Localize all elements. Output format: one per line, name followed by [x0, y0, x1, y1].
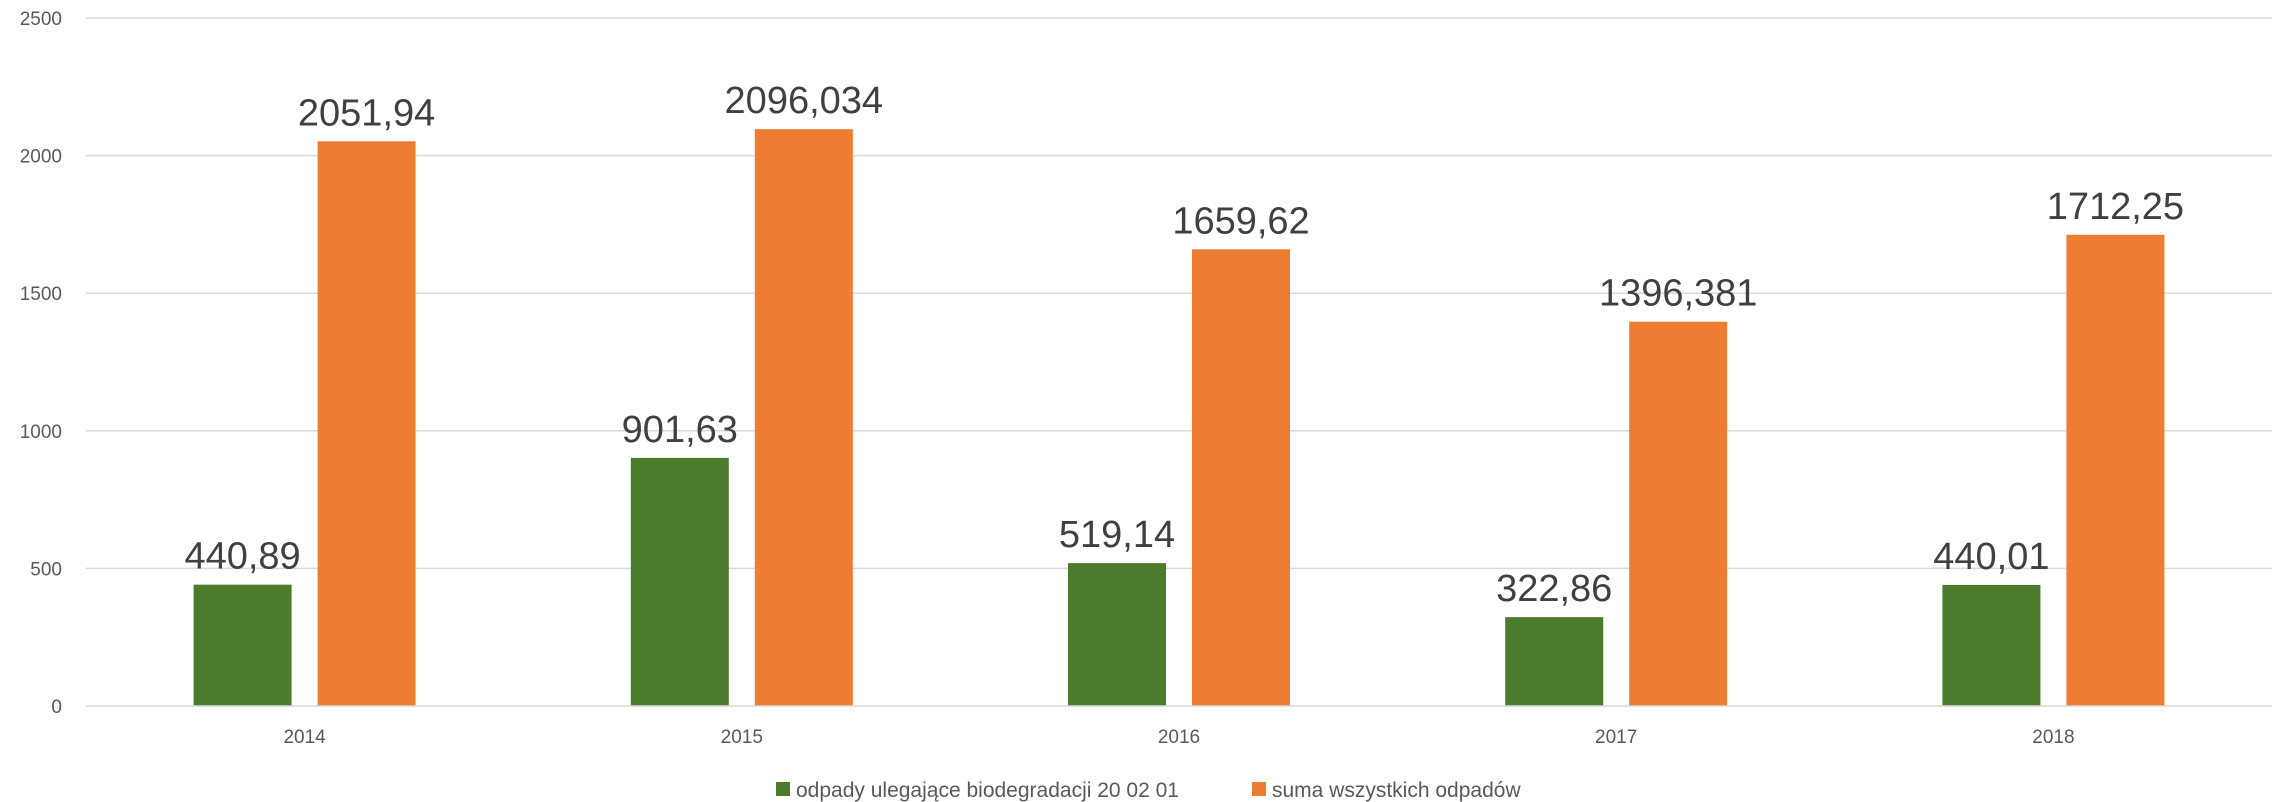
y-tick-label: 0 — [51, 697, 62, 718]
data-label: 2051,94 — [298, 92, 435, 134]
bar-total-2016 — [1192, 249, 1290, 706]
y-tick-label: 1500 — [20, 284, 62, 305]
bar-biodegradable-2014 — [193, 584, 292, 706]
data-label: 519,14 — [1059, 514, 1175, 556]
y-tick-label: 500 — [30, 559, 62, 580]
y-tick-label: 2500 — [20, 9, 62, 30]
gridlines — [86, 17, 2272, 570]
x-tick-label: 2017 — [1595, 727, 1637, 748]
y-tick-label: 1000 — [20, 422, 62, 443]
bar-total-2014 — [317, 141, 416, 707]
legend-swatch — [776, 782, 790, 796]
data-label: 1659,62 — [1172, 200, 1309, 242]
x-tick-label: 2018 — [2032, 727, 2074, 748]
data-label: 322,86 — [1496, 568, 1612, 610]
data-label: 440,01 — [1933, 536, 2049, 578]
data-label: 2096,034 — [725, 80, 884, 122]
legend-label: suma wszystkich odpadów — [1272, 779, 1521, 802]
bar-biodegradable-2016 — [1068, 563, 1166, 706]
legend-label: odpady ulegające biodegradacji 20 02 01 — [796, 779, 1179, 802]
bar-total-2018 — [2066, 234, 2165, 706]
y-tick-label: 2000 — [20, 147, 62, 168]
x-tick-label: 2016 — [1158, 727, 1200, 748]
bar-biodegradable-2017 — [1505, 617, 1604, 706]
x-tick-label: 2014 — [283, 727, 326, 748]
data-label: 1396,381 — [1599, 273, 1758, 315]
bar-biodegradable-2015 — [630, 457, 729, 706]
bar-total-2015 — [754, 129, 853, 706]
bar-biodegradable-2018 — [1942, 584, 2041, 706]
x-axis-ticks: 2014 2015 2016 2017 2018 — [283, 727, 2074, 748]
data-label: 1712,25 — [2047, 186, 2184, 228]
data-label: 440,89 — [184, 536, 300, 578]
x-tick-label: 2015 — [721, 727, 763, 748]
data-label: 901,63 — [622, 409, 738, 451]
bars — [193, 129, 2165, 707]
y-axis-ticks: 0 500 1000 1500 2000 2500 — [20, 9, 62, 718]
data-labels: 440,89 2051,94 901,63 2096,034 519,14 1659,62… — [184, 80, 2184, 610]
legend-swatch — [1252, 782, 1266, 796]
legend: odpady ulegające biodegradacji 20 02 01 s… — [776, 779, 1521, 802]
bar-total-2017 — [1629, 321, 1728, 706]
